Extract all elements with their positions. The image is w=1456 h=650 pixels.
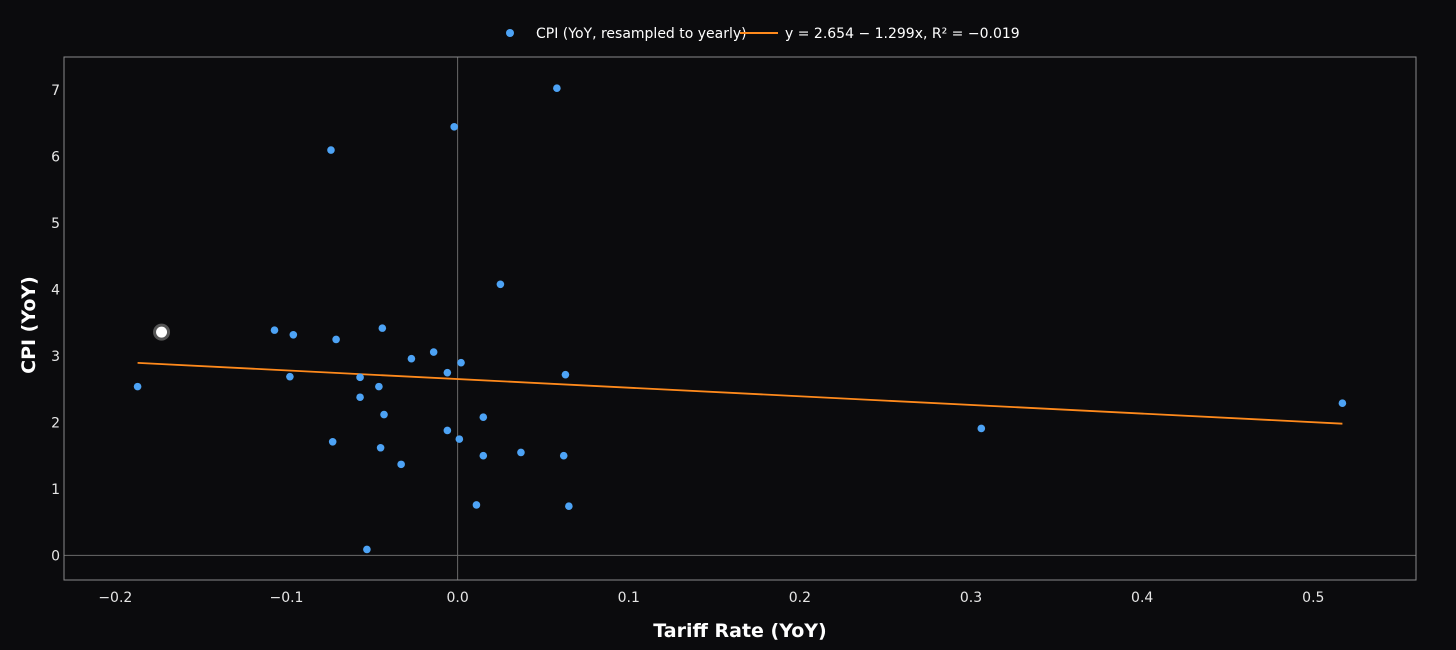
scatter-point[interactable] bbox=[356, 373, 364, 382]
scatter-point[interactable] bbox=[270, 326, 279, 334]
scatter-point[interactable] bbox=[565, 502, 573, 511]
y-tick-label: 3 bbox=[51, 349, 60, 365]
y-tick-label: 2 bbox=[51, 416, 60, 432]
x-tick-label: 0.4 bbox=[1131, 590, 1153, 606]
y-tick-label: 6 bbox=[51, 150, 60, 166]
x-axis-title: Tariff Rate (YoY) bbox=[653, 620, 826, 642]
scatter-point[interactable] bbox=[429, 348, 438, 356]
scatter-point[interactable] bbox=[977, 424, 986, 433]
scatter-point[interactable] bbox=[496, 280, 505, 289]
scatter-point[interactable] bbox=[332, 335, 340, 344]
highlighted-point[interactable] bbox=[153, 323, 171, 341]
scatter-point[interactable] bbox=[455, 435, 464, 443]
scatter-point[interactable] bbox=[559, 451, 568, 460]
y-tick-label: 5 bbox=[51, 216, 60, 232]
scatter-point[interactable] bbox=[133, 382, 142, 391]
scatter-point[interactable] bbox=[363, 545, 371, 554]
scatter-point[interactable] bbox=[457, 358, 465, 367]
y-tick-label: 1 bbox=[51, 482, 60, 498]
scatter-point[interactable] bbox=[356, 393, 364, 402]
trend-line bbox=[137, 361, 1343, 425]
legend-label-scatter: CPI (YoY, resampled to yearly) bbox=[536, 26, 747, 42]
scatter-point[interactable] bbox=[479, 413, 488, 421]
scatter-point[interactable] bbox=[553, 84, 561, 93]
scatter-point[interactable] bbox=[397, 460, 405, 469]
scatter-point[interactable] bbox=[289, 330, 298, 339]
scatter-point[interactable] bbox=[443, 368, 452, 377]
scatter-point[interactable] bbox=[472, 501, 481, 509]
scatter-point[interactable] bbox=[450, 122, 458, 131]
x-tick-label: 0.2 bbox=[789, 590, 811, 606]
scatter-point[interactable] bbox=[286, 372, 294, 381]
x-tick-label: 0.0 bbox=[446, 590, 468, 606]
y-axis-title: CPI (YoY) bbox=[18, 276, 40, 374]
y-tick-label: 4 bbox=[51, 283, 60, 299]
scatter-point[interactable] bbox=[443, 426, 452, 435]
plot-frame bbox=[63, 56, 1417, 581]
scatter-point[interactable] bbox=[517, 448, 525, 457]
legend: CPI (YoY, resampled to yearly) y = 2.654… bbox=[506, 26, 1020, 42]
scatter-point[interactable] bbox=[328, 437, 337, 446]
scatter-point[interactable] bbox=[561, 370, 570, 379]
scatter-point[interactable] bbox=[479, 451, 488, 460]
legend-label-trendline: y = 2.654 − 1.299x, R² = −0.019 bbox=[785, 26, 1020, 42]
x-tick-label: 0.5 bbox=[1302, 590, 1324, 606]
x-tick-label: 0.1 bbox=[618, 590, 640, 606]
scatter-point[interactable] bbox=[407, 354, 416, 363]
zero-lines bbox=[64, 57, 1416, 580]
x-tick-label: −0.1 bbox=[269, 590, 303, 606]
scatter-point[interactable] bbox=[380, 410, 388, 419]
data-points bbox=[133, 84, 1347, 554]
scatter-point[interactable] bbox=[1338, 399, 1347, 408]
scatter-point[interactable] bbox=[375, 382, 383, 391]
scatter-point[interactable] bbox=[376, 443, 385, 452]
x-tick-label: 0.3 bbox=[960, 590, 982, 606]
y-tick-label: 0 bbox=[51, 548, 60, 564]
x-tick-label: −0.2 bbox=[98, 590, 132, 606]
scatter-point[interactable] bbox=[378, 324, 387, 332]
legend-marker-scatter bbox=[506, 29, 514, 37]
x-axis-ticks: −0.2 −0.1 0.0 0.1 0.2 0.3 0.4 0.5 bbox=[98, 590, 1324, 606]
y-axis-ticks: 0 1 2 3 4 5 6 7 bbox=[51, 83, 60, 564]
scatter-point[interactable] bbox=[327, 146, 335, 154]
y-tick-label: 7 bbox=[51, 83, 60, 99]
